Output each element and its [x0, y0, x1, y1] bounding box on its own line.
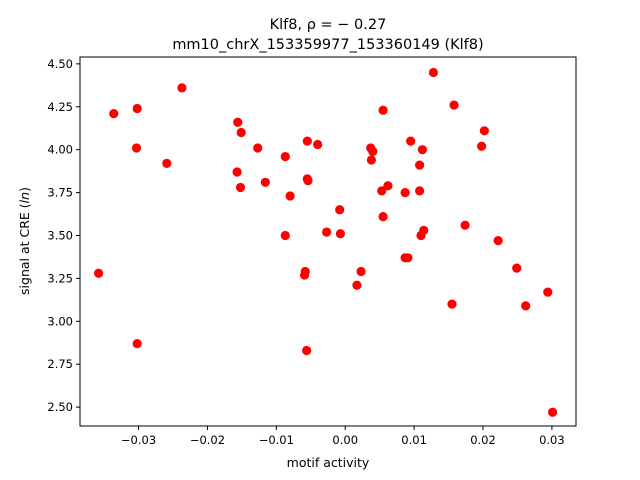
y-axis-label-unit: ln	[17, 192, 32, 203]
data-point	[366, 155, 376, 165]
y-tick-label: 2.50	[47, 400, 73, 414]
data-point	[322, 227, 332, 237]
data-point	[449, 100, 459, 110]
data-point	[162, 158, 172, 169]
data-point	[260, 177, 270, 187]
x-tick-label: −0.01	[259, 433, 294, 447]
data-point	[177, 83, 187, 93]
y-tick-label: 2.75	[47, 357, 73, 371]
data-point	[280, 230, 290, 241]
data-point	[415, 186, 425, 196]
x-tick-label: 0.01	[401, 433, 427, 447]
data-point	[299, 270, 310, 280]
x-tick-label: 0.00	[332, 433, 358, 447]
data-point	[547, 407, 558, 417]
y-tick-label: 4.00	[47, 143, 73, 157]
data-point	[302, 136, 312, 146]
chart-title-line1: Klf8, ρ = − 0.27	[270, 17, 387, 33]
y-tick-label: 4.50	[47, 57, 73, 71]
chart-title-line2: mm10_chrX_153359977_153360149 (Klf8)	[172, 37, 483, 53]
x-tick-label: −0.02	[190, 433, 225, 447]
data-point	[232, 167, 242, 177]
y-tick-label: 3.50	[47, 228, 73, 242]
data-point	[131, 143, 142, 153]
y-axis-label: signal at CRE (ln)	[17, 187, 32, 295]
data-point	[512, 263, 522, 273]
y-axis: 2.50 2.75 3.00 3.25 3.50 3.75 4.00 4.25 4.50	[47, 57, 80, 414]
data-point	[356, 266, 366, 277]
data-points	[94, 67, 558, 417]
data-point	[302, 345, 312, 356]
data-point	[543, 287, 553, 297]
data-point	[233, 117, 243, 127]
data-point	[109, 109, 119, 119]
data-point	[521, 301, 531, 311]
data-point	[280, 151, 290, 162]
data-point	[132, 103, 142, 114]
data-point	[377, 186, 387, 196]
y-tick-label: 3.75	[47, 186, 73, 200]
data-point	[253, 143, 263, 153]
data-point	[415, 160, 425, 170]
data-point	[406, 136, 416, 146]
data-point	[428, 67, 438, 78]
data-point	[383, 181, 393, 191]
data-point	[479, 126, 489, 136]
data-point	[313, 139, 323, 150]
y-axis-label-prefix: signal at CRE (	[17, 203, 32, 295]
data-point	[132, 339, 142, 349]
data-point	[235, 182, 246, 193]
data-point	[335, 205, 345, 215]
y-tick-label: 3.00	[47, 314, 73, 328]
data-point	[419, 225, 429, 235]
data-point	[400, 187, 410, 198]
x-axis: −0.03 −0.02 −0.01 0.00 0.01 0.02 0.03	[121, 426, 565, 447]
data-point	[493, 236, 503, 246]
data-point	[403, 253, 413, 263]
data-point	[417, 145, 427, 155]
data-point	[460, 220, 470, 230]
data-point	[335, 229, 345, 239]
data-point	[378, 105, 388, 115]
data-point	[447, 299, 457, 309]
x-tick-label: 0.02	[470, 433, 496, 447]
data-point	[378, 212, 388, 222]
axes-frame	[79, 56, 577, 427]
data-point	[236, 127, 246, 138]
data-point	[94, 268, 104, 278]
y-tick-label: 4.25	[47, 100, 73, 114]
data-point	[368, 146, 378, 156]
data-point	[352, 280, 362, 290]
x-tick-label: −0.03	[121, 433, 156, 447]
x-tick-label: 0.03	[539, 433, 565, 447]
data-point	[477, 141, 487, 151]
y-tick-label: 3.25	[47, 271, 73, 285]
data-point	[303, 175, 313, 186]
y-axis-label-suffix: )	[17, 187, 32, 192]
data-point	[285, 191, 295, 201]
x-axis-label: motif activity	[287, 455, 370, 470]
